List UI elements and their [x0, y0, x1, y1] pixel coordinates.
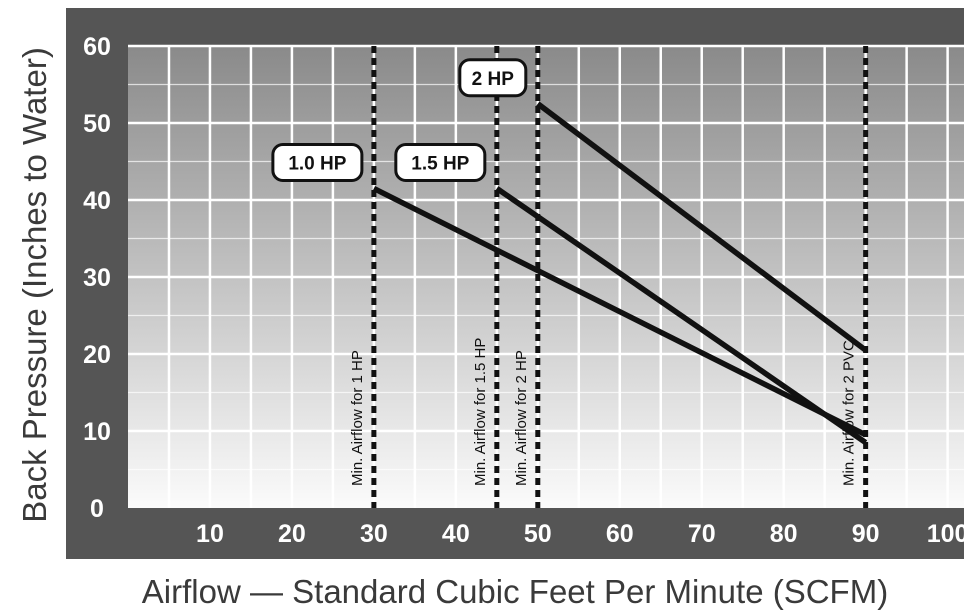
x-tick-label: 70 — [688, 520, 716, 548]
series-callout-label: 1.0 HP — [288, 153, 346, 174]
y-axis-title: Back Pressure (Inches to Water) — [16, 47, 53, 523]
y-tick-label: 0 — [90, 495, 104, 523]
series-line — [495, 186, 868, 445]
reference-line-label: Min. Airflow for 1 HP — [349, 350, 366, 486]
y-tick-label: 50 — [83, 110, 111, 138]
x-tick-label: 90 — [852, 520, 880, 548]
x-tick-label: 60 — [606, 520, 634, 548]
x-axis-title: Airflow — Standard Cubic Feet Per Minute… — [142, 573, 888, 610]
reference-line-label: Min. Airflow for 2 HP — [513, 350, 530, 486]
y-tick-label: 60 — [83, 33, 111, 61]
x-ticks: 10 20 30 40 50 60 70 80 90 100 — [196, 520, 964, 548]
reference-line-label: Min. Airflow for 2 PVC — [841, 340, 858, 486]
y-tick-label: 20 — [83, 341, 111, 369]
x-tick-label: 30 — [360, 520, 388, 548]
series-callout-box — [458, 58, 528, 98]
series — [372, 101, 868, 445]
y-tick-label: 30 — [83, 264, 111, 292]
y-tick-label: 10 — [83, 418, 111, 446]
series-line — [536, 101, 868, 353]
y-ticks: 0 10 20 30 40 50 60 — [83, 33, 111, 523]
series-callout-box — [394, 142, 487, 182]
x-tick-label: 20 — [278, 520, 306, 548]
x-tick-label: 40 — [442, 520, 470, 548]
x-tick-label: 10 — [196, 520, 224, 548]
x-tick-label: 50 — [524, 520, 552, 548]
series-line — [372, 185, 867, 438]
series-callout-label: 1.5 HP — [411, 153, 469, 174]
series-callout-label: 2 HP — [472, 69, 515, 90]
reference-line-label: Min. Airflow for 1.5 HP — [472, 338, 489, 486]
callouts: 1.0 HP 1.5 HP 2 HP — [271, 58, 528, 182]
reference-lines: Min. Airflow for 1 HP Min. Airflow for 1.… — [349, 46, 869, 508]
x-tick-label: 80 — [770, 520, 798, 548]
y-tick-label: 40 — [83, 187, 111, 215]
x-tick-label: 100 — [927, 520, 964, 548]
series-callout-box — [271, 142, 364, 182]
